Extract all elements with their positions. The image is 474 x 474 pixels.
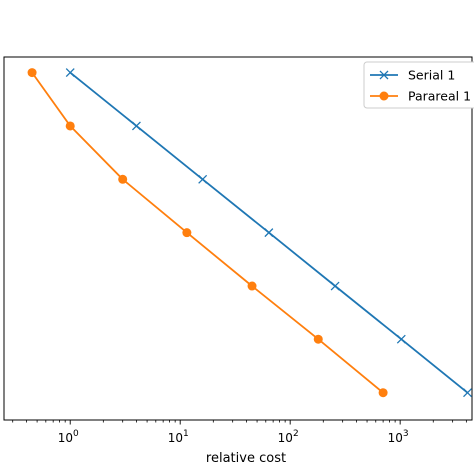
series-point-1	[313, 334, 323, 344]
series-point-1	[118, 174, 128, 184]
series-point-1	[27, 68, 37, 78]
point-stroke	[396, 334, 406, 344]
legend-marker-0	[379, 70, 389, 80]
x-tick-base: 10	[168, 431, 183, 445]
legend: Serial 1 Parareal 1	[363, 61, 474, 109]
series-point-1	[65, 121, 75, 131]
point-stroke	[330, 281, 340, 291]
x-tick-exponent: 0	[73, 429, 79, 439]
point-stroke	[65, 68, 75, 78]
series-layer	[27, 68, 472, 398]
legend-label-1: Parareal 1	[408, 89, 471, 104]
point-stroke	[463, 388, 472, 398]
x-tick-label: 103	[388, 429, 409, 445]
series-point-1	[378, 388, 388, 398]
legend-marker-1	[379, 91, 389, 101]
x-tick-label: 102	[278, 429, 299, 445]
x-tick-base: 10	[278, 431, 293, 445]
series-line-1	[31, 72, 384, 394]
legend-entries: Serial 1 Parareal 1	[370, 68, 471, 104]
x-tick-label: 100	[58, 429, 79, 445]
point-stroke	[131, 121, 141, 131]
x-tick-exponent: 2	[293, 429, 299, 439]
series-point-0	[65, 68, 75, 78]
series-point-0	[330, 281, 340, 291]
series-point-0	[264, 228, 274, 238]
x-tick-base: 10	[388, 431, 403, 445]
x-tick-exponent: 1	[183, 429, 189, 439]
x-tick-exponent: 3	[403, 429, 409, 439]
series-point-0	[463, 388, 472, 398]
x-axis-label: relative cost	[206, 451, 286, 466]
series-point-0	[198, 174, 208, 184]
x-axis-ticks: 100 101 102 103	[12, 420, 467, 445]
point-stroke	[264, 228, 274, 238]
series-point-0	[396, 334, 406, 344]
plot-frame	[3, 56, 473, 421]
series-point-0	[131, 121, 141, 131]
series-point-1	[247, 281, 257, 291]
point-stroke	[198, 174, 208, 184]
legend-label-0: Serial 1	[408, 68, 455, 83]
x-tick-base: 10	[58, 431, 73, 445]
x-tick-label: 101	[168, 429, 189, 445]
series-point-1	[182, 228, 192, 238]
